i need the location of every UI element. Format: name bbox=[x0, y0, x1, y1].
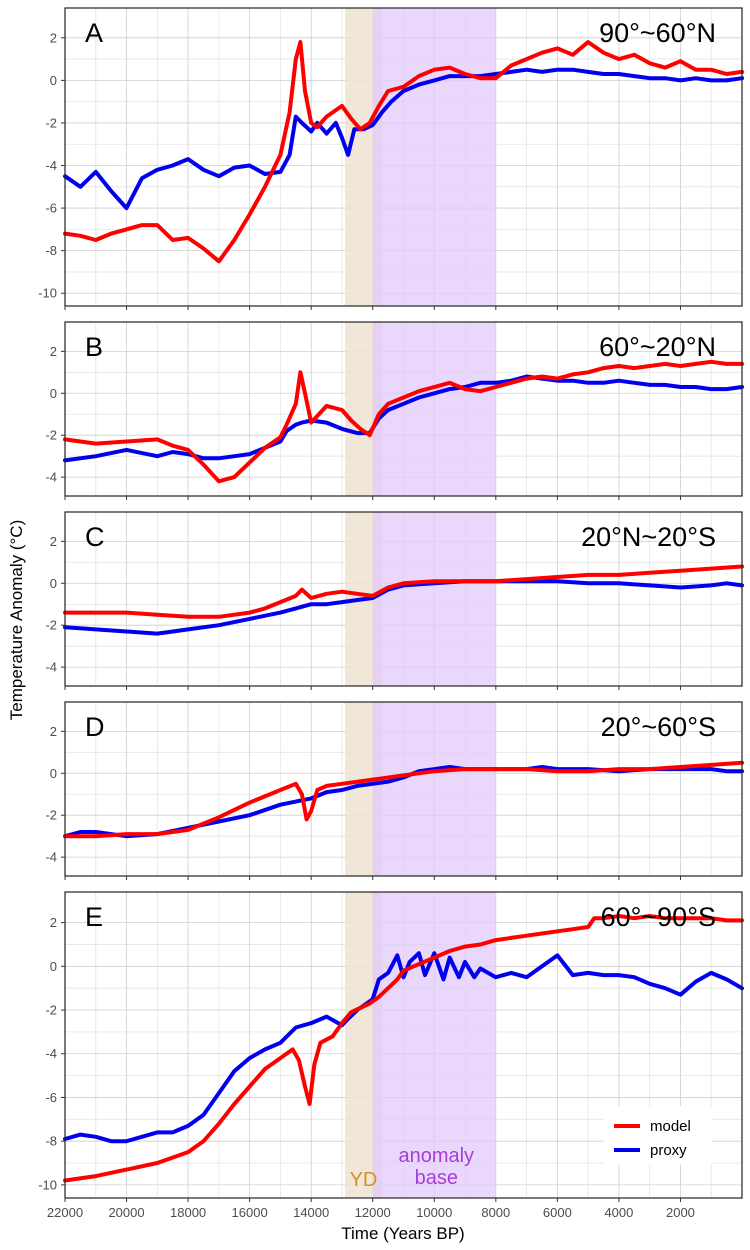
yd-label: YD bbox=[350, 1169, 378, 1191]
series-line-proxy bbox=[63, 374, 744, 463]
y-axis-title: Temperature Anomaly (°C) bbox=[7, 520, 26, 720]
panel-a: 2 0 -2 -4 -6 -8 -10 A 90°~60°N bbox=[38, 7, 744, 310]
legend: model proxy bbox=[604, 1106, 712, 1164]
panel-title: 20°N~20°S bbox=[581, 522, 716, 552]
y-tick-label: -4 bbox=[45, 1046, 57, 1061]
y-tick-label: 2 bbox=[50, 344, 57, 359]
anomaly-base-label-line: base bbox=[415, 1167, 458, 1189]
y-tick-label: -8 bbox=[45, 243, 57, 258]
panel-title: 60°~20°N bbox=[599, 332, 716, 362]
x-tick-label: 14000 bbox=[293, 1205, 329, 1220]
anomaly-base-band bbox=[372, 8, 496, 306]
x-tick-label: 18000 bbox=[170, 1205, 206, 1220]
y-tick-label: -4 bbox=[45, 850, 57, 865]
y-tick-label: 0 bbox=[50, 576, 57, 591]
y-tick-label: 0 bbox=[50, 386, 57, 401]
y-tick-label: 0 bbox=[50, 959, 57, 974]
y-tick-label: -2 bbox=[45, 1003, 57, 1018]
x-tick-label: 6000 bbox=[543, 1205, 572, 1220]
series-line-model bbox=[63, 564, 744, 619]
y-tick-label: -2 bbox=[45, 428, 57, 443]
legend-background bbox=[604, 1106, 712, 1164]
panel-d: 2 0 -2 -4 D 20°~60°S bbox=[45, 701, 744, 880]
panel-c: 2 0 -2 -4 C 20°N~20°S bbox=[45, 511, 744, 690]
x-tick-label: 20000 bbox=[108, 1205, 144, 1220]
anomaly-base-band bbox=[372, 512, 496, 686]
y-tick-label: -6 bbox=[45, 1090, 57, 1105]
y-tick-label: 0 bbox=[50, 766, 57, 781]
panel-frame bbox=[64, 321, 743, 497]
panel-letter: E bbox=[85, 902, 103, 932]
x-tick-label: 10000 bbox=[416, 1205, 452, 1220]
panel-frame bbox=[64, 891, 743, 1199]
panel-frame bbox=[64, 701, 743, 877]
series-line-proxy bbox=[63, 67, 744, 211]
y-tick-label: -4 bbox=[45, 158, 57, 173]
panel-letter: A bbox=[85, 18, 103, 48]
y-tick-label: 2 bbox=[50, 724, 57, 739]
y-tick-label: -4 bbox=[45, 470, 57, 485]
panel-letter: C bbox=[85, 522, 105, 552]
anomaly-base-label-line: anomaly bbox=[398, 1145, 474, 1167]
panel-title: 60°~90°S bbox=[601, 902, 716, 932]
x-axis-title: Time (Years BP) bbox=[341, 1224, 464, 1243]
anomaly-base-band bbox=[372, 892, 496, 1198]
series-line-model bbox=[63, 40, 744, 264]
y-tick-label: -10 bbox=[38, 286, 57, 301]
y-tick-label: -4 bbox=[45, 660, 57, 675]
panel-frame bbox=[64, 511, 743, 687]
x-tick-label: 16000 bbox=[232, 1205, 268, 1220]
x-tick-label: 2000 bbox=[666, 1205, 695, 1220]
x-tick-label: 22000 bbox=[47, 1205, 83, 1220]
y-tick-label: -2 bbox=[45, 808, 57, 823]
x-tick-label: 8000 bbox=[481, 1205, 510, 1220]
legend-label-proxy: proxy bbox=[650, 1142, 687, 1159]
panel-letter: B bbox=[85, 332, 103, 362]
anomaly-base-label: anomaly base bbox=[398, 1145, 474, 1189]
anomaly-base-band bbox=[372, 702, 496, 876]
y-tick-label: -2 bbox=[45, 115, 57, 130]
y-tick-label: -10 bbox=[38, 1177, 57, 1192]
x-tick-label: 12000 bbox=[355, 1205, 391, 1220]
chart-panels: 2 0 -2 -4 -6 -8 -10 A 90°~60°N 2 0 -2 -4 B 60°~20°N 2 0 -… bbox=[38, 7, 744, 1220]
panel-title: 90°~60°N bbox=[599, 18, 716, 48]
series-line-model bbox=[63, 359, 744, 484]
series-line-model bbox=[63, 914, 744, 1183]
y-tick-label: 2 bbox=[50, 915, 57, 930]
panel-b: 2 0 -2 -4 B 60°~20°N bbox=[45, 321, 744, 500]
y-tick-label: -8 bbox=[45, 1134, 57, 1149]
panel-frame bbox=[64, 7, 743, 307]
y-tick-label: -6 bbox=[45, 201, 57, 216]
y-tick-label: -2 bbox=[45, 618, 57, 633]
y-tick-label: 0 bbox=[50, 73, 57, 88]
panel-letter: D bbox=[85, 712, 105, 742]
y-tick-label: 2 bbox=[50, 30, 57, 45]
y-tick-label: 2 bbox=[50, 534, 57, 549]
x-tick-label: 4000 bbox=[604, 1205, 633, 1220]
legend-label-model: model bbox=[650, 1118, 691, 1135]
panel-title: 20°~60°S bbox=[601, 712, 716, 742]
series-line-model bbox=[63, 760, 744, 839]
